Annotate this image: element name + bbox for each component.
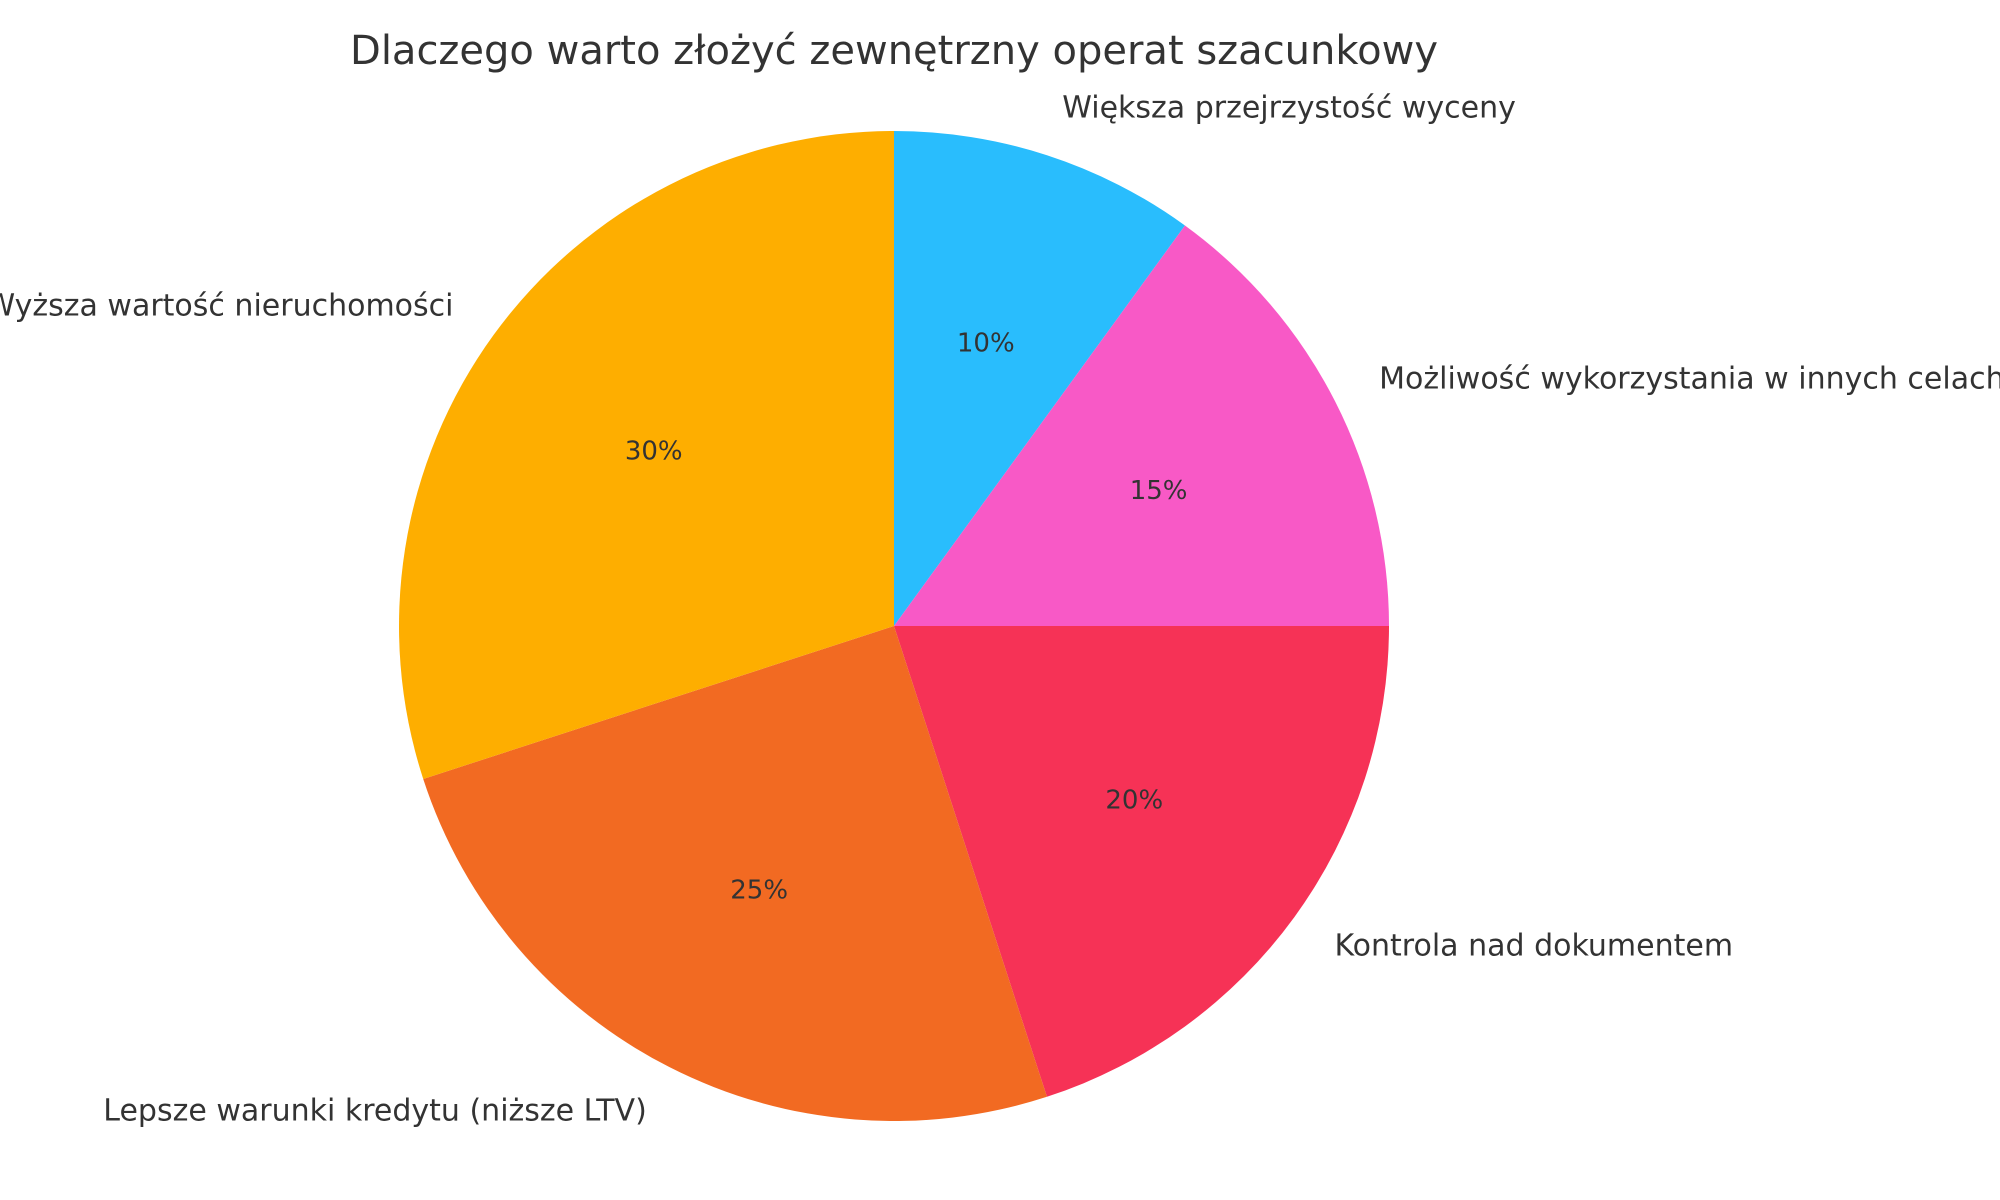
pie-slice-mozliwosc-wykorzystania-w-innych-celach: [894, 225, 1389, 626]
percent-label: 10%: [957, 329, 1015, 359]
percent-label: 30%: [625, 436, 683, 466]
percent-label: 25%: [730, 876, 788, 906]
category-label: Wyższa wartość nieruchomości: [0, 288, 453, 323]
category-labels: Większa przejrzystość wyceny Możliwość wy…: [0, 91, 2000, 1129]
percent-label: 20%: [1105, 786, 1163, 816]
pie-slice-lepsze-warunki-kredytu-nizsze-ltv: [423, 626, 1047, 1121]
category-label: Większa przejrzystość wyceny: [1062, 91, 1516, 126]
percent-labels: 10% 15% 20% 25% 30%: [625, 329, 1188, 906]
pie-slice-wyzsza-wartosc-nieruchomosci: [398, 130, 894, 779]
chart-title: Dlaczego warto złożyć zewnętrzny operat …: [350, 28, 1438, 74]
pie-slice-kontrola-nad-dokumentem: [894, 626, 1389, 1097]
pie-slice-wieksza-przejrzystosc-wyceny: [894, 131, 1185, 626]
percent-label: 15%: [1130, 476, 1188, 506]
category-label: Lepsze warunki kredytu (niższe LTV): [103, 1094, 647, 1129]
category-label: Kontrola nad dokumentem: [1335, 929, 1734, 964]
category-label: Możliwość wykorzystania w innych celach: [1379, 361, 2000, 396]
pie-slices: [398, 130, 1389, 1121]
